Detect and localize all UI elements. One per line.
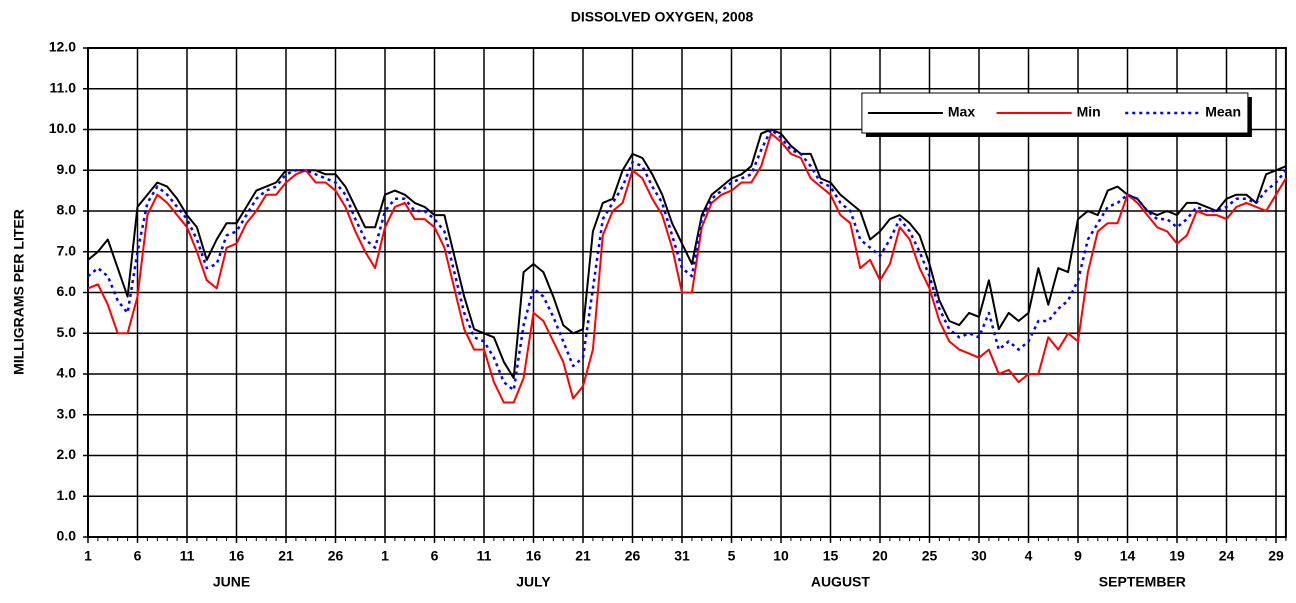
x-tick-label: 16 [526, 548, 542, 564]
x-tick-label: 1 [381, 548, 389, 564]
x-tick-label: 4 [1025, 548, 1033, 564]
x-tick-label: 21 [278, 548, 294, 564]
x-tick-label: 26 [625, 548, 641, 564]
x-tick-label: 11 [180, 548, 195, 564]
y-tick-label: 3.0 [57, 405, 77, 421]
y-tick-label: 4.0 [57, 365, 77, 381]
legend: Max Min Mean [861, 92, 1252, 137]
y-tick-label: 9.0 [57, 161, 77, 177]
month-label: AUGUST [811, 574, 871, 590]
y-tick-label: 11.0 [50, 79, 77, 95]
x-tick-label: 14 [1120, 548, 1136, 564]
chart-title: DISSOLVED OXYGEN, 2008 [571, 9, 754, 25]
month-label: SEPTEMBER [1099, 574, 1186, 590]
y-tick-label: 12.0 [49, 39, 76, 55]
y-tick-label: 7.0 [57, 242, 77, 258]
x-tick-label: 1 [84, 548, 92, 564]
x-tick-label: 19 [1169, 548, 1185, 564]
y-tick-label: 5.0 [57, 324, 77, 340]
x-tick-label: 9 [1074, 548, 1082, 564]
x-tick-label: 20 [872, 548, 888, 564]
y-tick-label: 6.0 [57, 283, 77, 299]
series-line [87, 132, 1287, 404]
series-line [87, 128, 1287, 380]
x-tick-label: 21 [575, 548, 591, 564]
x-tick-label: 29 [1268, 548, 1284, 564]
x-tick-label: 16 [229, 548, 245, 564]
series-line [87, 128, 1287, 392]
y-tick-label: 10.0 [49, 120, 76, 136]
x-tick-label: 26 [328, 548, 344, 564]
y-tick-label: 1.0 [57, 487, 77, 503]
x-tick-label: 10 [773, 548, 789, 564]
y-tick-label: 8.0 [57, 202, 77, 218]
legend-label: Max [948, 104, 975, 120]
x-tick-label: 31 [674, 548, 690, 564]
legend-label: Mean [1205, 104, 1241, 120]
y-axis-label: MILLIGRAMS PER LITER [11, 209, 27, 375]
y-tick-label: 2.0 [57, 446, 77, 462]
legend-label: Min [1077, 104, 1101, 120]
x-tick-label: 6 [431, 548, 439, 564]
x-tick-label: 6 [134, 548, 142, 564]
x-tick-label: 30 [971, 548, 987, 564]
x-tick-label: 25 [922, 548, 938, 564]
x-tick-label: 15 [823, 548, 839, 564]
month-label: JUNE [213, 574, 250, 590]
plot-frame [87, 47, 1287, 538]
x-tick-label: 11 [477, 548, 492, 564]
x-tick-label: 5 [728, 548, 736, 564]
x-tick-label: 24 [1219, 548, 1235, 564]
month-label: JULY [516, 574, 551, 590]
y-tick-label: 0.0 [57, 528, 77, 544]
